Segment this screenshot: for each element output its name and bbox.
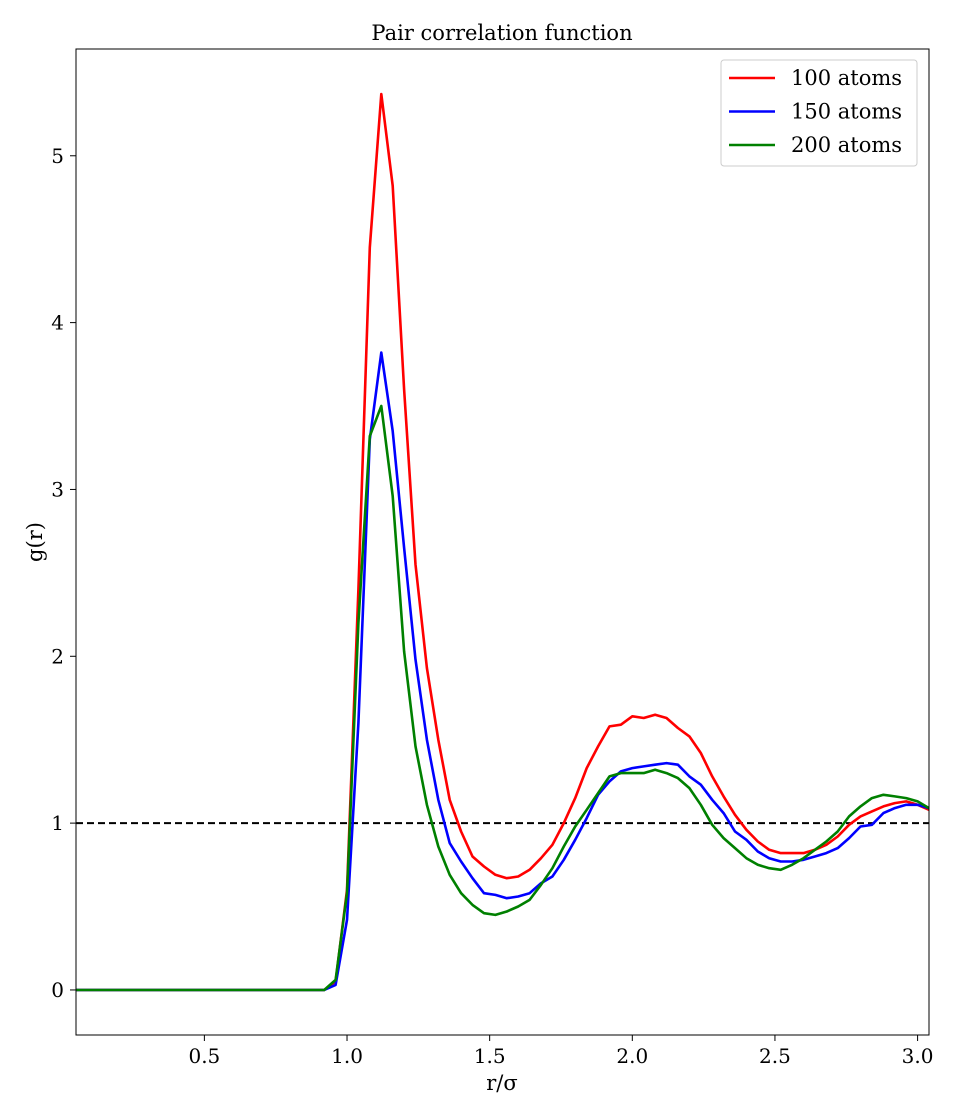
x-tick-label: 2.0 bbox=[616, 1044, 648, 1068]
chart-title: Pair correlation function bbox=[371, 21, 632, 45]
x-tick-label: 2.5 bbox=[759, 1044, 791, 1068]
y-tick-label: 0 bbox=[51, 978, 64, 1002]
legend-box bbox=[720, 59, 918, 167]
legend-label-1: 100 atoms bbox=[791, 66, 902, 90]
plot-area-frame bbox=[75, 48, 930, 1036]
y-tick-label: 5 bbox=[51, 144, 64, 168]
y-tick-label: 4 bbox=[51, 311, 64, 335]
series-line-2 bbox=[76, 351, 929, 992]
x-tick-label: 1.0 bbox=[331, 1044, 363, 1068]
legend-label-2: 150 atoms bbox=[791, 100, 902, 124]
x-tick-label: 3.0 bbox=[902, 1044, 934, 1068]
y-tick-label: 2 bbox=[51, 644, 64, 668]
y-tick-label: 3 bbox=[51, 477, 64, 501]
legend-label-3: 200 atoms bbox=[791, 133, 902, 157]
x-tick-label: 1.5 bbox=[474, 1044, 506, 1068]
y-axis-label: g(r) bbox=[23, 522, 47, 562]
legend: 100 atoms 150 atoms 200 atoms bbox=[720, 59, 918, 167]
x-axis-label: r/σ bbox=[486, 1071, 517, 1095]
series-line-1 bbox=[76, 92, 929, 992]
x-tick-label: 0.5 bbox=[188, 1044, 220, 1068]
y-tick-label: 1 bbox=[51, 811, 64, 835]
series-line-3 bbox=[76, 404, 929, 992]
